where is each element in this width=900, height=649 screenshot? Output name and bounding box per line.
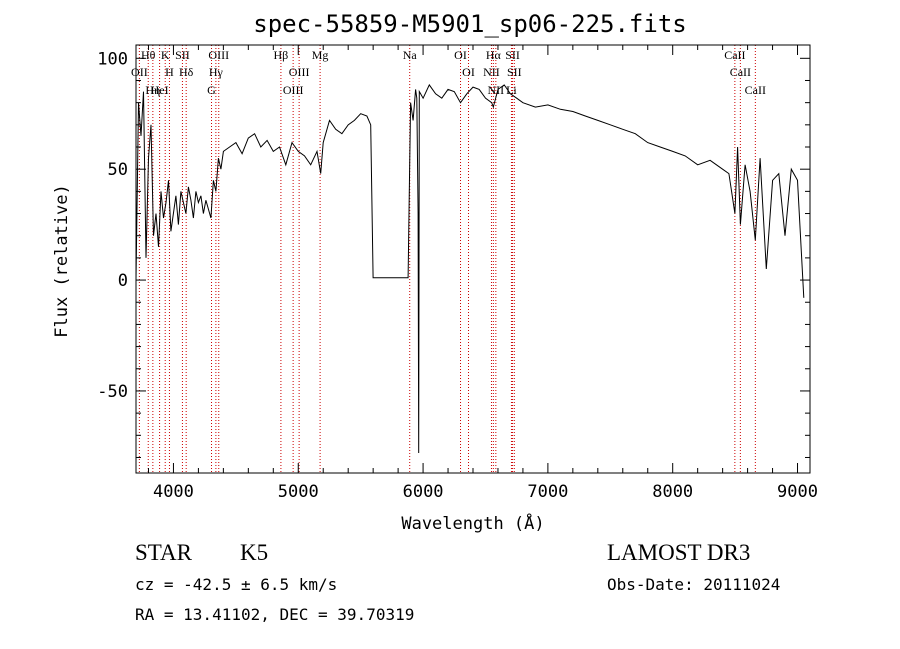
x-tick-label-5: 9000 [777,482,818,502]
line-mark-label-2: Hη [145,83,160,97]
line-mark-label-0: Hθ [141,48,156,62]
x-tick-label-1: 5000 [278,482,319,502]
object-class: STAR [135,540,192,565]
line-mark-label-22: SII [507,65,522,79]
line-mark-label-6: SII [175,48,190,62]
sky-coordinates: RA = 13.41102, DEC = 39.70319 [135,605,415,624]
x-tick-label-0: 4000 [153,482,194,502]
line-mark-label-5: HeI [151,83,169,97]
line-mark-label-23: Li [506,83,517,97]
y-axis-label: Flux (relative) [52,184,72,338]
spectral-line-marks [138,45,756,473]
line-mark-label-26: CaII [745,83,766,97]
x-tick-label-2: 6000 [403,482,444,502]
plot-frame [135,44,811,474]
flux-series-line [135,83,805,454]
line-mark-label-11: Hβ [274,48,289,62]
line-mark-label-12: OIII [289,65,310,79]
line-mark-label-13: OIII [283,83,304,97]
line-mark-label-21: SII [505,48,520,62]
line-mark-label-24: CaII [724,48,745,62]
survey-name: LAMOST DR3 [607,540,751,565]
line-mark-label-3: K [161,48,170,62]
line-mark-label-9: Hγ [209,65,224,79]
line-mark-label-1: OII [131,65,148,79]
y-tick-label-2: 50 [108,160,128,180]
line-mark-label-25: CaII [730,65,751,79]
x-tick-label-3: 7000 [527,482,568,502]
line-mark-label-16: OI [454,48,467,62]
line-mark-label-4: H [165,65,174,79]
line-mark-label-7: Hδ [179,65,194,79]
x-tick-label-4: 8000 [652,482,693,502]
observation-date: Obs-Date: 20111024 [607,575,781,594]
line-mark-label-18: Hα [486,48,502,62]
line-mark-label-19: NII [483,65,500,79]
line-mark-label-20: NII [488,83,505,97]
line-mark-label-8: OIII [208,48,229,62]
line-mark-label-14: Mg [312,48,329,62]
line-mark-label-15: Na [403,48,418,62]
y-tick-label-3: 100 [97,49,128,69]
chart-title: spec-55859-M5901_sp06-225.fits [253,10,687,38]
object-subclass: K5 [240,540,269,565]
line-mark-label-10: G [207,83,216,97]
axes: 4000 5000 6000 7000 8000 9000 -50 0 50 100 [97,45,818,502]
line-mark-label-17: OI [462,65,475,79]
redshift-velocity: cz = -42.5 ± 6.5 km/s [135,575,338,594]
y-tick-label-1: 0 [118,271,128,291]
x-axis-label: Wavelength (Å) [401,512,544,534]
y-tick-label-0: -50 [97,382,128,402]
